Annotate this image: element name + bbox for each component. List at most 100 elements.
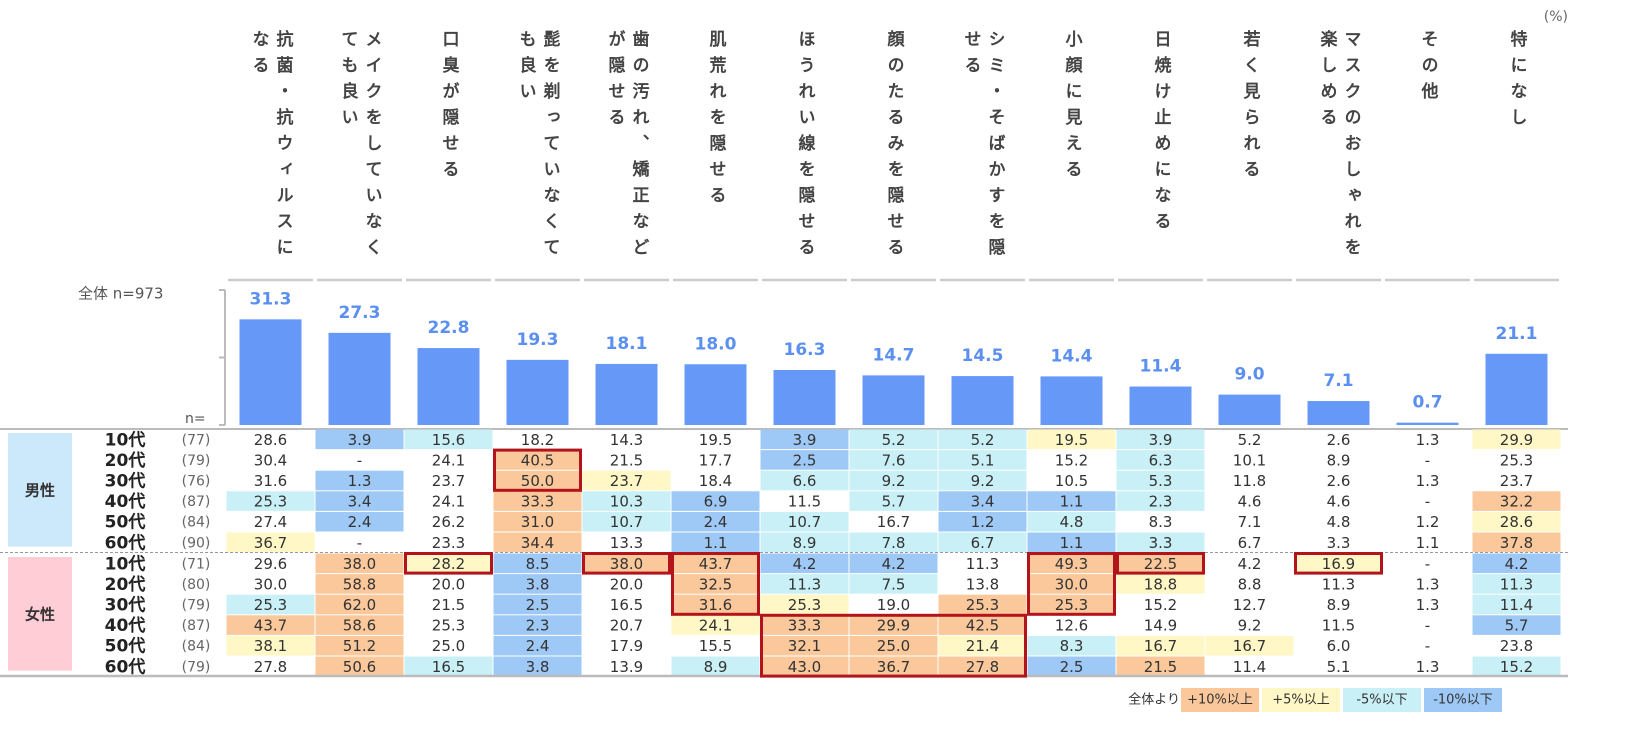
cell: - <box>357 451 362 469</box>
cell: 50.6 <box>343 658 376 676</box>
cell: 13.3 <box>610 534 643 552</box>
cell: 6.6 <box>793 472 817 490</box>
cell: - <box>1425 555 1430 573</box>
cell-bg <box>1027 553 1116 574</box>
cell: 9.2 <box>882 472 906 490</box>
cell-bg <box>582 491 671 511</box>
cell-bg <box>226 594 315 615</box>
cell-bg <box>315 553 404 574</box>
cell: 4.2 <box>793 555 817 573</box>
age-label: 60代 <box>105 656 146 677</box>
bar <box>1396 422 1459 425</box>
cell-bg <box>493 656 582 677</box>
cell-bg <box>1472 429 1561 450</box>
cell: 10.7 <box>610 513 643 531</box>
column-header: 若く見られる <box>1239 30 1260 186</box>
cell-bg <box>315 470 404 491</box>
cell: 11.5 <box>1322 617 1355 635</box>
cell: 23.8 <box>1500 637 1533 655</box>
cell: 8.3 <box>1060 637 1084 655</box>
cell: 12.6 <box>1055 617 1088 635</box>
cell-bg <box>1294 553 1383 574</box>
bar-value-label: 0.7 <box>1412 393 1442 413</box>
age-label: 30代 <box>105 471 146 492</box>
cell: 11.5 <box>788 493 821 511</box>
cell: 31.6 <box>254 472 287 490</box>
cell-bg <box>1027 532 1116 553</box>
cell: 2.5 <box>526 596 550 614</box>
cell-bg <box>493 511 582 532</box>
highlight-box <box>1027 552 1116 616</box>
cell-bg <box>493 532 582 553</box>
cell: 20.0 <box>610 575 643 593</box>
cell: 38.0 <box>343 555 376 573</box>
cell: 2.3 <box>1149 493 1173 511</box>
cell: 5.1 <box>1327 658 1351 676</box>
cell-bg <box>938 511 1027 532</box>
cell: 11.3 <box>1322 575 1355 593</box>
cell: 58.8 <box>343 575 376 593</box>
cell-bg <box>1472 491 1561 511</box>
cell-bg <box>226 532 315 553</box>
cell: 1.1 <box>1060 534 1084 552</box>
bar-value-label: 22.8 <box>428 318 470 338</box>
cell: 5.2 <box>1238 431 1262 449</box>
cell: 4.6 <box>1238 493 1262 511</box>
cell-bg <box>760 470 849 491</box>
cell: 11.4 <box>1233 658 1266 676</box>
cell: 31.6 <box>699 596 732 614</box>
n-value: (87) <box>182 618 211 634</box>
cell: 32.2 <box>1500 493 1533 511</box>
cell: 15.6 <box>432 431 465 449</box>
cell: 27.8 <box>254 658 287 676</box>
cell: 8.9 <box>704 658 728 676</box>
cell-bg <box>1027 511 1116 532</box>
cell: 8.9 <box>1327 451 1351 469</box>
age-label: 50代 <box>105 512 146 533</box>
cell: 15.5 <box>699 637 732 655</box>
cell: 1.3 <box>1416 472 1440 490</box>
cell: 2.4 <box>704 513 728 531</box>
cell: 43.0 <box>788 658 821 676</box>
cell: 2.6 <box>1327 472 1351 490</box>
cell: 16.5 <box>610 596 643 614</box>
cell: 15.2 <box>1144 596 1177 614</box>
cell-bg <box>760 429 849 450</box>
n-value: (80) <box>182 577 211 593</box>
cell: 33.3 <box>521 493 554 511</box>
cell: 19.5 <box>1055 431 1088 449</box>
cell-bg <box>938 635 1027 656</box>
cell: 15.2 <box>1500 658 1533 676</box>
bar-value-label: 11.4 <box>1140 357 1182 377</box>
cell: 7.8 <box>882 534 906 552</box>
cell: 8.3 <box>1149 513 1173 531</box>
cell-bg <box>315 429 404 450</box>
cell: 3.9 <box>1149 431 1173 449</box>
cell-bg <box>849 450 938 470</box>
column-header: 顔のたるみを隠せる <box>883 30 904 264</box>
cell: - <box>1425 617 1430 635</box>
cell: 25.3 <box>1055 596 1088 614</box>
age-label: 10代 <box>105 429 146 450</box>
cell: 5.3 <box>1149 472 1173 490</box>
cell-bg <box>671 491 760 511</box>
cell-bg <box>1116 491 1205 511</box>
cell: 58.6 <box>343 617 376 635</box>
age-label: 20代 <box>105 450 146 471</box>
bar <box>862 375 925 425</box>
age-label: 60代 <box>105 532 146 553</box>
age-label: 10代 <box>105 553 146 574</box>
cell: 1.1 <box>704 534 728 552</box>
cell: 23.3 <box>432 534 465 552</box>
column-header: 口臭が隠せる <box>438 30 459 186</box>
cell-bg <box>671 532 760 553</box>
cell: 29.9 <box>877 617 910 635</box>
cell-bg <box>938 450 1027 470</box>
cell-bg <box>1116 656 1205 677</box>
cell: 7.1 <box>1238 513 1262 531</box>
cell: 8.5 <box>526 555 550 573</box>
n-value: (90) <box>182 535 211 551</box>
cell-bg <box>493 594 582 615</box>
cell-bg <box>760 553 849 574</box>
column-header: 歯の汚れ、矯正などが隠せる <box>604 30 649 264</box>
